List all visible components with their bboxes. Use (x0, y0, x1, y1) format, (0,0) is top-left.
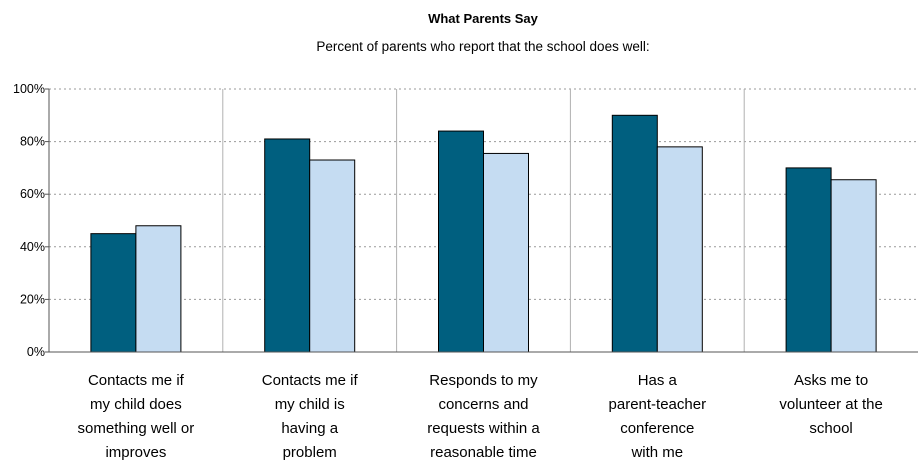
category-label-line: having a (281, 420, 338, 437)
category-labels: Contacts me if my child does something wel… (78, 372, 883, 461)
category-label-line: with me (630, 444, 683, 461)
bar-series-1-2 (264, 138, 311, 353)
bar-series-1-5 (785, 167, 832, 353)
chart-subtitle: Percent of parents who report that the s… (316, 39, 649, 54)
bar-series-2-3 (483, 152, 529, 353)
bar-series-2-4 (656, 146, 703, 353)
category-label-line: reasonable time (430, 444, 537, 461)
category-label-line: Responds to my (429, 372, 538, 389)
y-tick-label: 60% (20, 187, 45, 201)
category-label-line: improves (105, 444, 166, 461)
y-tick-label: 0% (27, 345, 45, 359)
bar-series-2-2 (309, 159, 356, 353)
chart-title: What Parents Say (428, 11, 539, 26)
category-label-line: my child does (90, 396, 182, 413)
category-label-line: parent-teacher (609, 396, 707, 413)
bar-series-1-1 (90, 233, 137, 353)
category-label-line: my child is (275, 396, 345, 413)
category-label-line: Has a (638, 372, 678, 389)
axes (48, 89, 918, 353)
bar-series-1-3 (438, 130, 484, 353)
y-tick-label: 20% (20, 292, 45, 306)
y-axis-ticks: 0% 20% 40% 60% 80% 100% (13, 82, 49, 359)
y-tick-label: 80% (20, 135, 45, 149)
category-label-line: volunteer at the (779, 396, 882, 413)
y-tick-label: 100% (13, 82, 45, 96)
grid-lines (49, 88, 918, 352)
y-tick-label: 40% (20, 240, 45, 254)
category-label-line: requests within a (427, 420, 540, 437)
category-label-line: Contacts me if (88, 372, 185, 389)
category-label: Responds to my concerns and requests withi… (427, 372, 540, 461)
category-label-line: conference (620, 420, 694, 437)
bar-series-1-4 (611, 114, 658, 353)
category-label: Contacts me if my child is having a problem (262, 372, 359, 461)
category-label-line: Asks me to (794, 372, 868, 389)
category-label-line: concerns and (438, 396, 528, 413)
category-label-line: problem (283, 444, 337, 461)
category-label-line: something well or (78, 420, 195, 437)
category-label: Has a parent-teacher conference with me (609, 372, 707, 461)
category-label-line: school (809, 420, 852, 437)
category-label: Asks me to volunteer at the school (779, 372, 882, 437)
bar-series-2-5 (830, 179, 877, 353)
category-label-line: Contacts me if (262, 372, 359, 389)
bars (90, 114, 877, 353)
bar-series-2-1 (135, 225, 182, 353)
category-label: Contacts me if my child does something wel… (78, 372, 195, 461)
